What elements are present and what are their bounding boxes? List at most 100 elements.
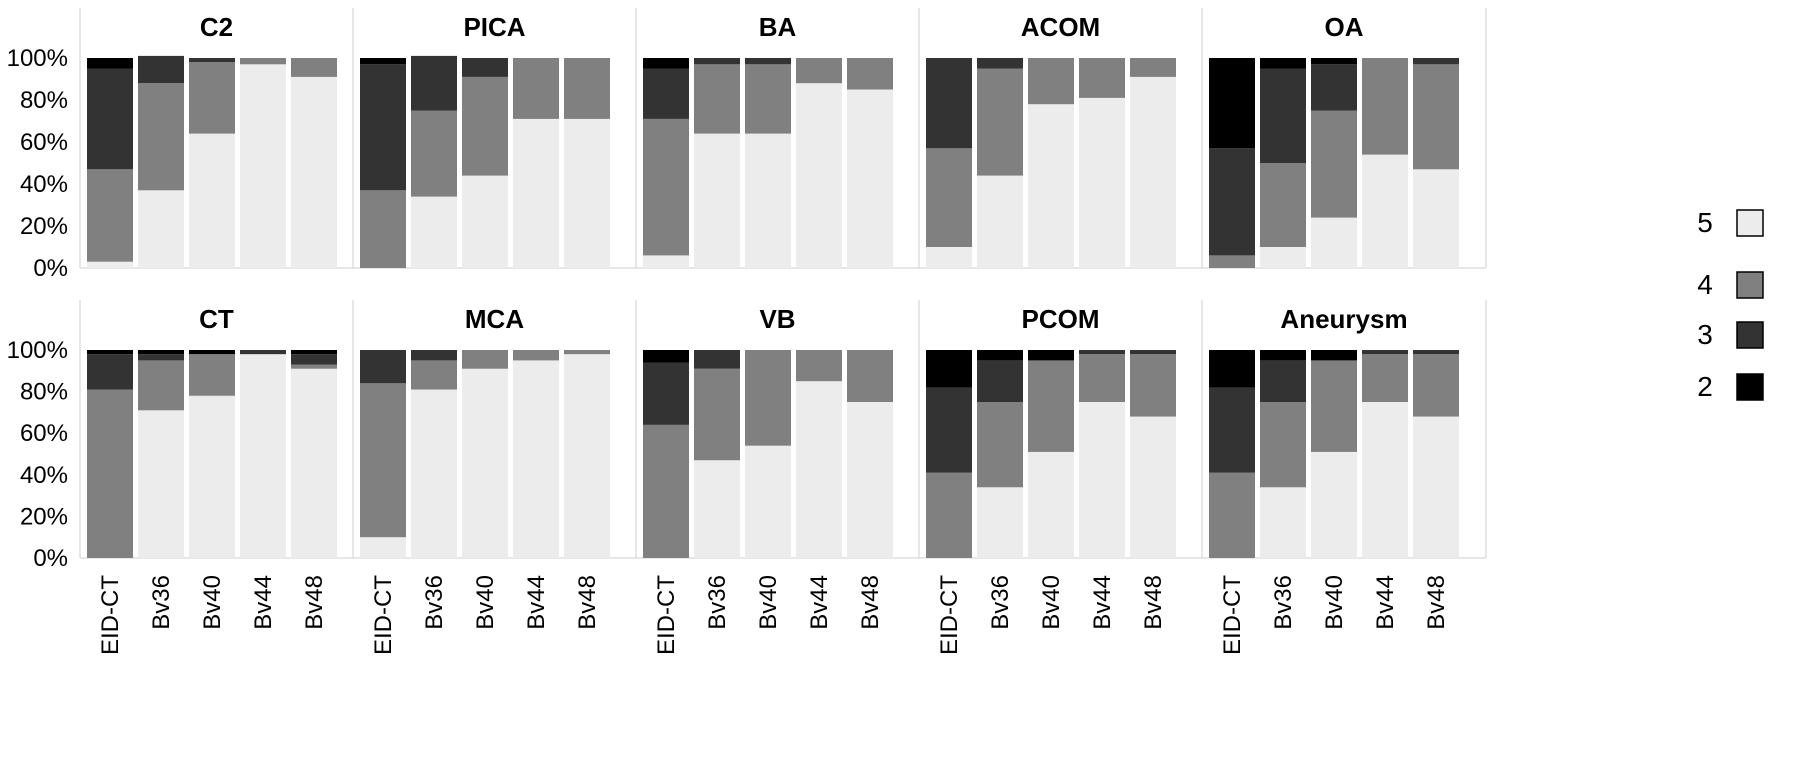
- bar-segment-c2-bv48-score-4: [291, 58, 337, 77]
- bar-segment-c2-eid-ct-score-5: [87, 261, 133, 268]
- bar-segment-ba-bv48-score-5: [847, 89, 893, 268]
- legend-label-4: 4: [1697, 269, 1713, 300]
- bar-segment-pica-bv36-score-3: [411, 55, 457, 111]
- bar-segment-aneurysm-eid-ct-score-4: [1209, 472, 1255, 558]
- category-label-bv44: Bv44: [1089, 575, 1116, 630]
- bar-segment-vb-bv44-score-5: [796, 381, 842, 558]
- bar-segment-ct-bv48-score-4: [291, 364, 337, 369]
- bar-segment-oa-bv44-score-4: [1362, 58, 1408, 155]
- bar-segment-aneurysm-bv48-score-4: [1413, 354, 1459, 417]
- panel-title-mca: MCA: [465, 304, 524, 334]
- bar-segment-vb-bv36-score-4: [694, 368, 740, 461]
- category-label-bv40: Bv40: [199, 575, 226, 630]
- category-label-bv48: Bv48: [301, 575, 328, 630]
- bar-segment-ba-bv40-score-5: [745, 133, 791, 268]
- bar-segment-c2-bv44-score-4: [240, 58, 286, 65]
- bar-segment-vb-bv48-score-4: [847, 350, 893, 402]
- bar-segment-pcom-bv36-score-5: [977, 487, 1023, 558]
- bar-segment-pcom-bv40-score-5: [1028, 451, 1074, 558]
- bar-segment-ba-eid-ct-score-2: [643, 58, 689, 69]
- bar-segment-c2-eid-ct-score-2: [87, 58, 133, 69]
- bar-segment-ba-bv36-score-4: [694, 64, 740, 134]
- y-tick-label: 80%: [20, 87, 68, 114]
- bar-segment-pica-bv40-score-5: [462, 175, 508, 268]
- panel-title-aneurysm: Aneurysm: [1280, 304, 1407, 334]
- bar-segment-pcom-bv48-score-4: [1130, 354, 1176, 417]
- bar-segment-aneurysm-bv40-score-5: [1311, 451, 1357, 558]
- legend-swatch-5: [1736, 209, 1764, 237]
- y-tick-label: 100%: [7, 337, 68, 364]
- category-label-bv36: Bv36: [1270, 575, 1297, 630]
- bar-segment-ba-bv40-score-4: [745, 64, 791, 134]
- bar-segment-aneurysm-bv48-score-5: [1413, 416, 1459, 558]
- y-tick-label: 0%: [33, 255, 68, 282]
- panel-title-ba: BA: [759, 12, 797, 42]
- bar-segment-ct-bv40-score-2: [189, 350, 235, 355]
- bar-segment-ba-bv36-score-3: [694, 58, 740, 65]
- bar-segment-aneurysm-eid-ct-score-3: [1209, 387, 1255, 473]
- category-label-bv40: Bv40: [1038, 575, 1065, 630]
- bar-segment-acom-bv48-score-4: [1130, 58, 1176, 77]
- bar-segment-ct-eid-ct-score-2: [87, 350, 133, 355]
- bar-segment-c2-eid-ct-score-4: [87, 169, 133, 262]
- y-tick-label: 40%: [20, 462, 68, 489]
- bar-segment-acom-bv40-score-5: [1028, 104, 1074, 268]
- bar-segment-aneurysm-bv40-score-2: [1311, 350, 1357, 361]
- y-tick-label: 0%: [33, 545, 68, 572]
- category-label-bv36: Bv36: [421, 575, 448, 630]
- bar-segment-ct-bv36-score-5: [138, 410, 184, 558]
- y-tick-label: 60%: [20, 129, 68, 156]
- bar-segment-pica-bv40-score-3: [462, 58, 508, 77]
- bar-segment-acom-bv36-score-4: [977, 68, 1023, 176]
- legend-swatch-3: [1736, 321, 1764, 349]
- category-label-bv48: Bv48: [1140, 575, 1167, 630]
- bar-segment-aneurysm-bv36-score-2: [1260, 350, 1306, 361]
- panel-title-oa: OA: [1325, 12, 1364, 42]
- bar-segment-acom-eid-ct-score-3: [926, 58, 972, 149]
- bar-segment-mca-bv44-score-5: [513, 360, 559, 558]
- bar-segment-oa-bv36-score-4: [1260, 163, 1306, 247]
- bar-segment-mca-bv48-score-4: [564, 350, 610, 355]
- bar-segment-pica-eid-ct-score-4: [360, 190, 406, 268]
- bar-segment-mca-bv36-score-5: [411, 389, 457, 558]
- bar-segment-vb-eid-ct-score-4: [643, 424, 689, 558]
- bar-segment-ba-bv44-score-5: [796, 83, 842, 268]
- bar-segment-vb-bv36-score-5: [694, 460, 740, 558]
- bar-segment-mca-eid-ct-score-3: [360, 350, 406, 384]
- category-label-bv36: Bv36: [704, 575, 731, 630]
- y-tick-label: 20%: [20, 213, 68, 240]
- bar-segment-acom-bv36-score-3: [977, 58, 1023, 69]
- bar-segment-pica-bv36-score-4: [411, 110, 457, 197]
- bar-segment-pcom-eid-ct-score-2: [926, 350, 972, 388]
- bar-segment-pcom-bv36-score-2: [977, 350, 1023, 361]
- bar-segment-vb-bv40-score-5: [745, 445, 791, 558]
- bar-segment-mca-bv40-score-5: [462, 368, 508, 558]
- category-label-bv48: Bv48: [574, 575, 601, 630]
- bar-segment-mca-bv44-score-4: [513, 350, 559, 361]
- bar-segment-c2-bv44-score-5: [240, 64, 286, 268]
- bar-segment-oa-bv40-score-2: [1311, 58, 1357, 65]
- legend-swatch-2: [1736, 373, 1764, 401]
- bar-segment-ct-bv36-score-4: [138, 360, 184, 411]
- bar-segment-acom-bv36-score-5: [977, 175, 1023, 268]
- bar-segment-pica-bv40-score-4: [462, 76, 508, 176]
- bar-segment-ba-eid-ct-score-5: [643, 255, 689, 268]
- legend-swatch-4: [1736, 271, 1764, 299]
- bar-segment-ct-eid-ct-score-3: [87, 354, 133, 390]
- bar-segment-aneurysm-bv40-score-4: [1311, 360, 1357, 452]
- bar-segment-pica-bv44-score-5: [513, 118, 559, 269]
- bar-segment-ba-eid-ct-score-4: [643, 118, 689, 256]
- bar-segment-aneurysm-bv36-score-4: [1260, 402, 1306, 488]
- bar-segment-ct-bv40-score-5: [189, 395, 235, 558]
- bar-segment-mca-bv40-score-4: [462, 350, 508, 369]
- legend-label-5: 5: [1697, 207, 1713, 238]
- bar-segment-ba-bv40-score-3: [745, 58, 791, 65]
- bar-segment-pcom-bv40-score-2: [1028, 350, 1074, 361]
- bar-segment-aneurysm-eid-ct-score-2: [1209, 350, 1255, 388]
- bar-segment-c2-bv40-score-3: [189, 58, 235, 63]
- bar-segment-pcom-bv44-score-3: [1079, 350, 1125, 355]
- legend-label-2: 2: [1697, 371, 1713, 402]
- category-label-eid-ct: EID-CT: [370, 575, 397, 655]
- bar-segment-mca-bv36-score-4: [411, 360, 457, 390]
